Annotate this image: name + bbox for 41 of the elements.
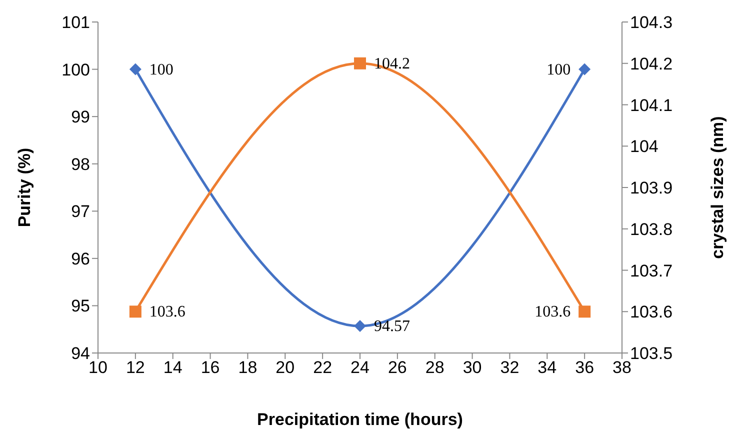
y2-tick-label: 104.1 <box>630 96 673 115</box>
y-tick-label: 96 <box>71 249 90 268</box>
y-axis-title: Purity (%) <box>15 148 34 228</box>
y2-tick-label: 104.3 <box>630 13 673 32</box>
x-tick-label: 20 <box>276 358 295 378</box>
y2-axis-title: crystal sizes (nm) <box>708 116 728 259</box>
y2-tick-label: 104 <box>630 137 658 156</box>
y2-tick-label: 103.5 <box>630 344 673 364</box>
x-tick-label: 38 <box>612 358 632 378</box>
data-label: 104.2 <box>374 55 410 72</box>
x-tick-label: 26 <box>388 358 407 378</box>
y-tick-label: 98 <box>71 154 90 174</box>
y-tick-label: 97 <box>71 202 90 222</box>
y2-tick-label: 103.7 <box>630 261 673 280</box>
data-label: 103.6 <box>534 304 571 321</box>
y2-tick-label: 103.8 <box>630 220 673 239</box>
x-tick-label: 10 <box>88 358 108 378</box>
y-tick-label: 100 <box>62 60 90 80</box>
y2-tick-label: 104.2 <box>630 54 673 74</box>
x-tick-label: 28 <box>425 358 444 378</box>
y-tick-label: 95 <box>71 296 90 316</box>
x-tick-label: 22 <box>313 358 332 378</box>
data-label: 103.6 <box>149 304 186 321</box>
y2-tick-label: 103.9 <box>630 178 673 198</box>
x-tick-label: 18 <box>238 358 258 378</box>
y-tick-label: 101 <box>62 13 90 32</box>
y-tick-label: 94 <box>71 344 90 364</box>
data-label: 100 <box>149 61 174 78</box>
x-axis-title: Precipitation time (hours) <box>257 410 463 429</box>
y2-tick-label: 103.6 <box>630 302 673 322</box>
x-tick-label: 16 <box>200 358 220 378</box>
x-tick-label: 36 <box>575 358 594 378</box>
x-tick-label: 34 <box>538 358 557 378</box>
x-tick-label: 30 <box>462 358 482 378</box>
x-tick-label: 14 <box>163 358 182 378</box>
x-tick-label: 32 <box>500 358 520 378</box>
data-label: 100 <box>546 61 571 78</box>
y-tick-label: 99 <box>71 108 90 127</box>
x-tick-label: 12 <box>126 358 145 378</box>
data-label: 94.57 <box>374 318 410 336</box>
x-tick-label: 24 <box>350 358 370 378</box>
